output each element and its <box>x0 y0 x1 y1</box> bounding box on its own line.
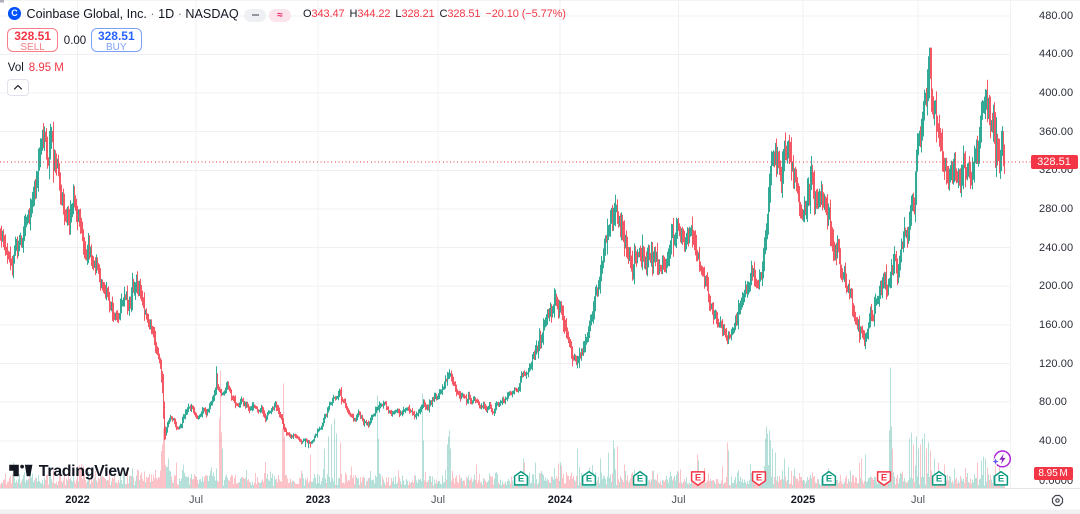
svg-text:E: E <box>518 473 524 484</box>
svg-text:E: E <box>881 472 887 483</box>
svg-text:E: E <box>756 472 762 483</box>
svg-text:E: E <box>586 473 592 484</box>
svg-text:E: E <box>936 473 942 484</box>
svg-text:E: E <box>998 473 1004 484</box>
svg-text:E: E <box>637 473 643 484</box>
svg-text:E: E <box>695 472 701 483</box>
svg-text:E: E <box>826 473 832 484</box>
